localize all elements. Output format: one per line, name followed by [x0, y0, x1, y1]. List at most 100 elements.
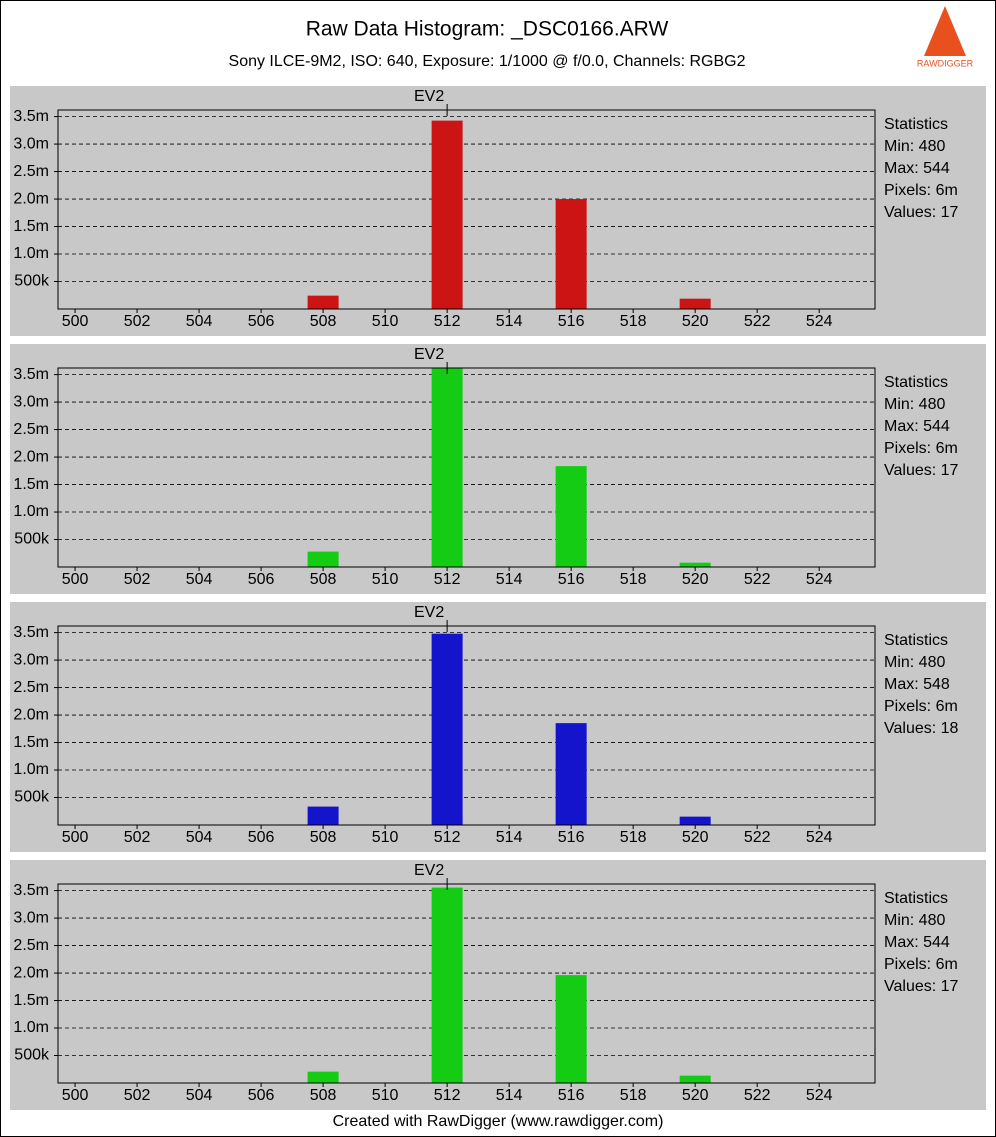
y-tick-label: 500k — [14, 531, 50, 548]
y-tick-label: 2.0m — [13, 190, 49, 207]
y-tick-label: 3.0m — [13, 393, 49, 410]
stats-line: Max: 544 — [884, 418, 950, 435]
y-tick-label: 500k — [14, 1047, 50, 1064]
panel-background — [10, 860, 986, 1110]
stats-line: Max: 548 — [884, 676, 950, 693]
bar — [431, 887, 463, 1083]
y-tick-label: 500k — [14, 789, 50, 806]
panel-background — [10, 602, 986, 852]
stats-line: Min: 480 — [884, 138, 945, 155]
x-tick-label: 524 — [806, 829, 833, 846]
stats-line: Pixels: 6m — [884, 698, 958, 715]
stats-line: Values: 17 — [884, 462, 959, 479]
x-tick-label: 508 — [310, 1087, 337, 1104]
x-tick-label: 514 — [496, 1087, 523, 1104]
x-tick-label: 524 — [806, 313, 833, 330]
annotation-label: EV2 — [414, 346, 444, 363]
x-tick-label: 506 — [248, 829, 275, 846]
stats-line: Min: 480 — [884, 396, 945, 413]
x-tick-label: 512 — [434, 313, 461, 330]
histogram-panel: 500k 1.0m 1.5m 2.0m 2.5m 3.0m 3.5m 500 502 504 506… — [10, 602, 986, 852]
histogram-panel: 500k 1.0m 1.5m 2.0m 2.5m 3.0m 3.5m 500 502 504 506… — [10, 344, 986, 594]
plot-border — [57, 109, 876, 310]
y-tick-label: 3.0m — [13, 651, 49, 668]
y-tick-label: 1.0m — [13, 761, 49, 778]
y-tick-label: 1.0m — [13, 245, 49, 262]
x-tick-label: 508 — [310, 829, 337, 846]
bar — [307, 295, 339, 309]
stats-line: Pixels: 6m — [884, 956, 958, 973]
logo: RAWDIGGER — [917, 6, 974, 68]
x-tick-label: 500 — [62, 829, 89, 846]
x-tick-label: 502 — [124, 1087, 151, 1104]
bar — [307, 806, 339, 825]
y-tick-label: 3.5m — [13, 624, 49, 641]
y-tick-label: 2.0m — [13, 964, 49, 981]
x-tick-label: 522 — [744, 1087, 771, 1104]
y-tick-label: 1.5m — [13, 992, 49, 1009]
x-tick-label: 504 — [186, 571, 213, 588]
stats-line: Values: 17 — [884, 204, 959, 221]
x-tick-label: 520 — [682, 571, 709, 588]
x-tick-label: 512 — [434, 1087, 461, 1104]
stats-line: Values: 17 — [884, 978, 959, 995]
x-tick-label: 510 — [372, 313, 399, 330]
x-tick-label: 520 — [682, 313, 709, 330]
bar — [307, 551, 339, 567]
y-tick-label: 3.5m — [13, 108, 49, 125]
bar — [555, 199, 587, 309]
y-tick-label: 2.5m — [13, 937, 49, 954]
x-tick-label: 506 — [248, 571, 275, 588]
bar — [431, 368, 463, 567]
x-tick-label: 514 — [496, 313, 523, 330]
logo-triangle — [924, 6, 966, 56]
panel-background — [10, 344, 986, 594]
x-tick-label: 518 — [620, 313, 647, 330]
stats-line: Statistics — [884, 632, 948, 649]
x-tick-label: 516 — [558, 571, 585, 588]
histogram-panel: 500k 1.0m 1.5m 2.0m 2.5m 3.0m 3.5m 500 502 504 506… — [10, 860, 986, 1110]
x-tick-label: 518 — [620, 829, 647, 846]
bar — [555, 723, 587, 825]
y-tick-label: 1.5m — [13, 218, 49, 235]
stats-line: Min: 480 — [884, 654, 945, 671]
x-tick-label: 512 — [434, 829, 461, 846]
stats-line: Max: 544 — [884, 934, 950, 951]
stats-line: Min: 480 — [884, 912, 945, 929]
plot-border — [57, 883, 876, 1084]
x-tick-label: 522 — [744, 313, 771, 330]
plot-border — [57, 367, 876, 568]
x-tick-label: 504 — [186, 313, 213, 330]
x-tick-label: 510 — [372, 1087, 399, 1104]
x-tick-label: 504 — [186, 1087, 213, 1104]
panel-background — [10, 86, 986, 336]
bar — [679, 816, 711, 825]
y-tick-label: 1.5m — [13, 734, 49, 751]
x-tick-label: 522 — [744, 829, 771, 846]
x-tick-label: 502 — [124, 829, 151, 846]
x-tick-label: 524 — [806, 1087, 833, 1104]
x-tick-label: 510 — [372, 829, 399, 846]
y-tick-label: 2.5m — [13, 679, 49, 696]
x-tick-label: 518 — [620, 571, 647, 588]
x-tick-label: 504 — [186, 829, 213, 846]
x-tick-label: 520 — [682, 829, 709, 846]
x-tick-label: 508 — [310, 313, 337, 330]
bar — [431, 633, 463, 825]
plot-border — [57, 625, 876, 826]
bar — [679, 1075, 711, 1083]
stats-line: Values: 18 — [884, 720, 959, 737]
histogram-panel: 500k 1.0m 1.5m 2.0m 2.5m 3.0m 3.5m 500 502 504 506… — [10, 86, 986, 336]
bar — [431, 120, 463, 309]
footer: Created with RawDigger (www.rawdigger.co… — [333, 1113, 664, 1130]
subtitle: Sony ILCE-9M2, ISO: 640, Exposure: 1/100… — [229, 53, 746, 70]
y-tick-label: 3.0m — [13, 135, 49, 152]
bar — [679, 562, 711, 567]
stats-line: Statistics — [884, 116, 948, 133]
y-tick-label: 500k — [14, 273, 50, 290]
stats-line: Statistics — [884, 890, 948, 907]
logo-text: RAWDIGGER — [917, 58, 974, 68]
x-tick-label: 516 — [558, 313, 585, 330]
x-tick-label: 500 — [62, 1087, 89, 1104]
